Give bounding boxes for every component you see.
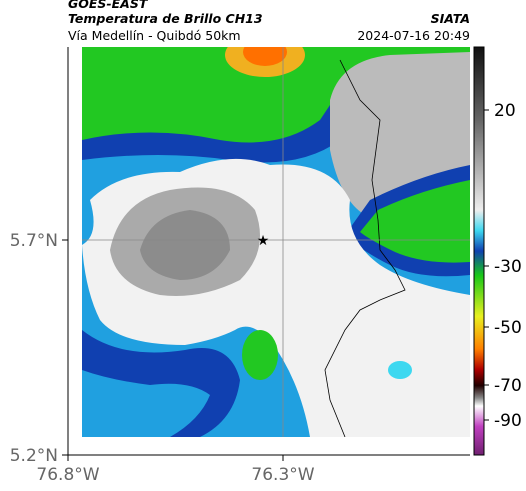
lat-label: 5.2°N — [10, 446, 58, 466]
colorbar-label: 20 — [494, 101, 516, 121]
colorbar-label: -30 — [494, 257, 522, 277]
datetime: 2024-07-16 20:49 — [357, 28, 470, 43]
agency: SIATA — [431, 11, 470, 26]
source: GOES-EAST — [68, 0, 149, 11]
region: Vía Medellín - Quibdó 50km — [68, 28, 241, 43]
colorbar — [473, 46, 485, 456]
satellite-image: ★ — [82, 47, 470, 437]
lat-label: 5.7°N — [10, 231, 58, 251]
lon-label: 76.8°W — [36, 465, 99, 485]
location-star: ★ — [257, 233, 270, 249]
colorbar-label: -90 — [494, 411, 522, 431]
colorbar-label: -70 — [494, 376, 522, 396]
product: Temperatura de Brillo CH13 — [68, 11, 263, 26]
colorbar-label: -50 — [494, 318, 522, 338]
lon-label: 76.3°W — [251, 465, 314, 485]
